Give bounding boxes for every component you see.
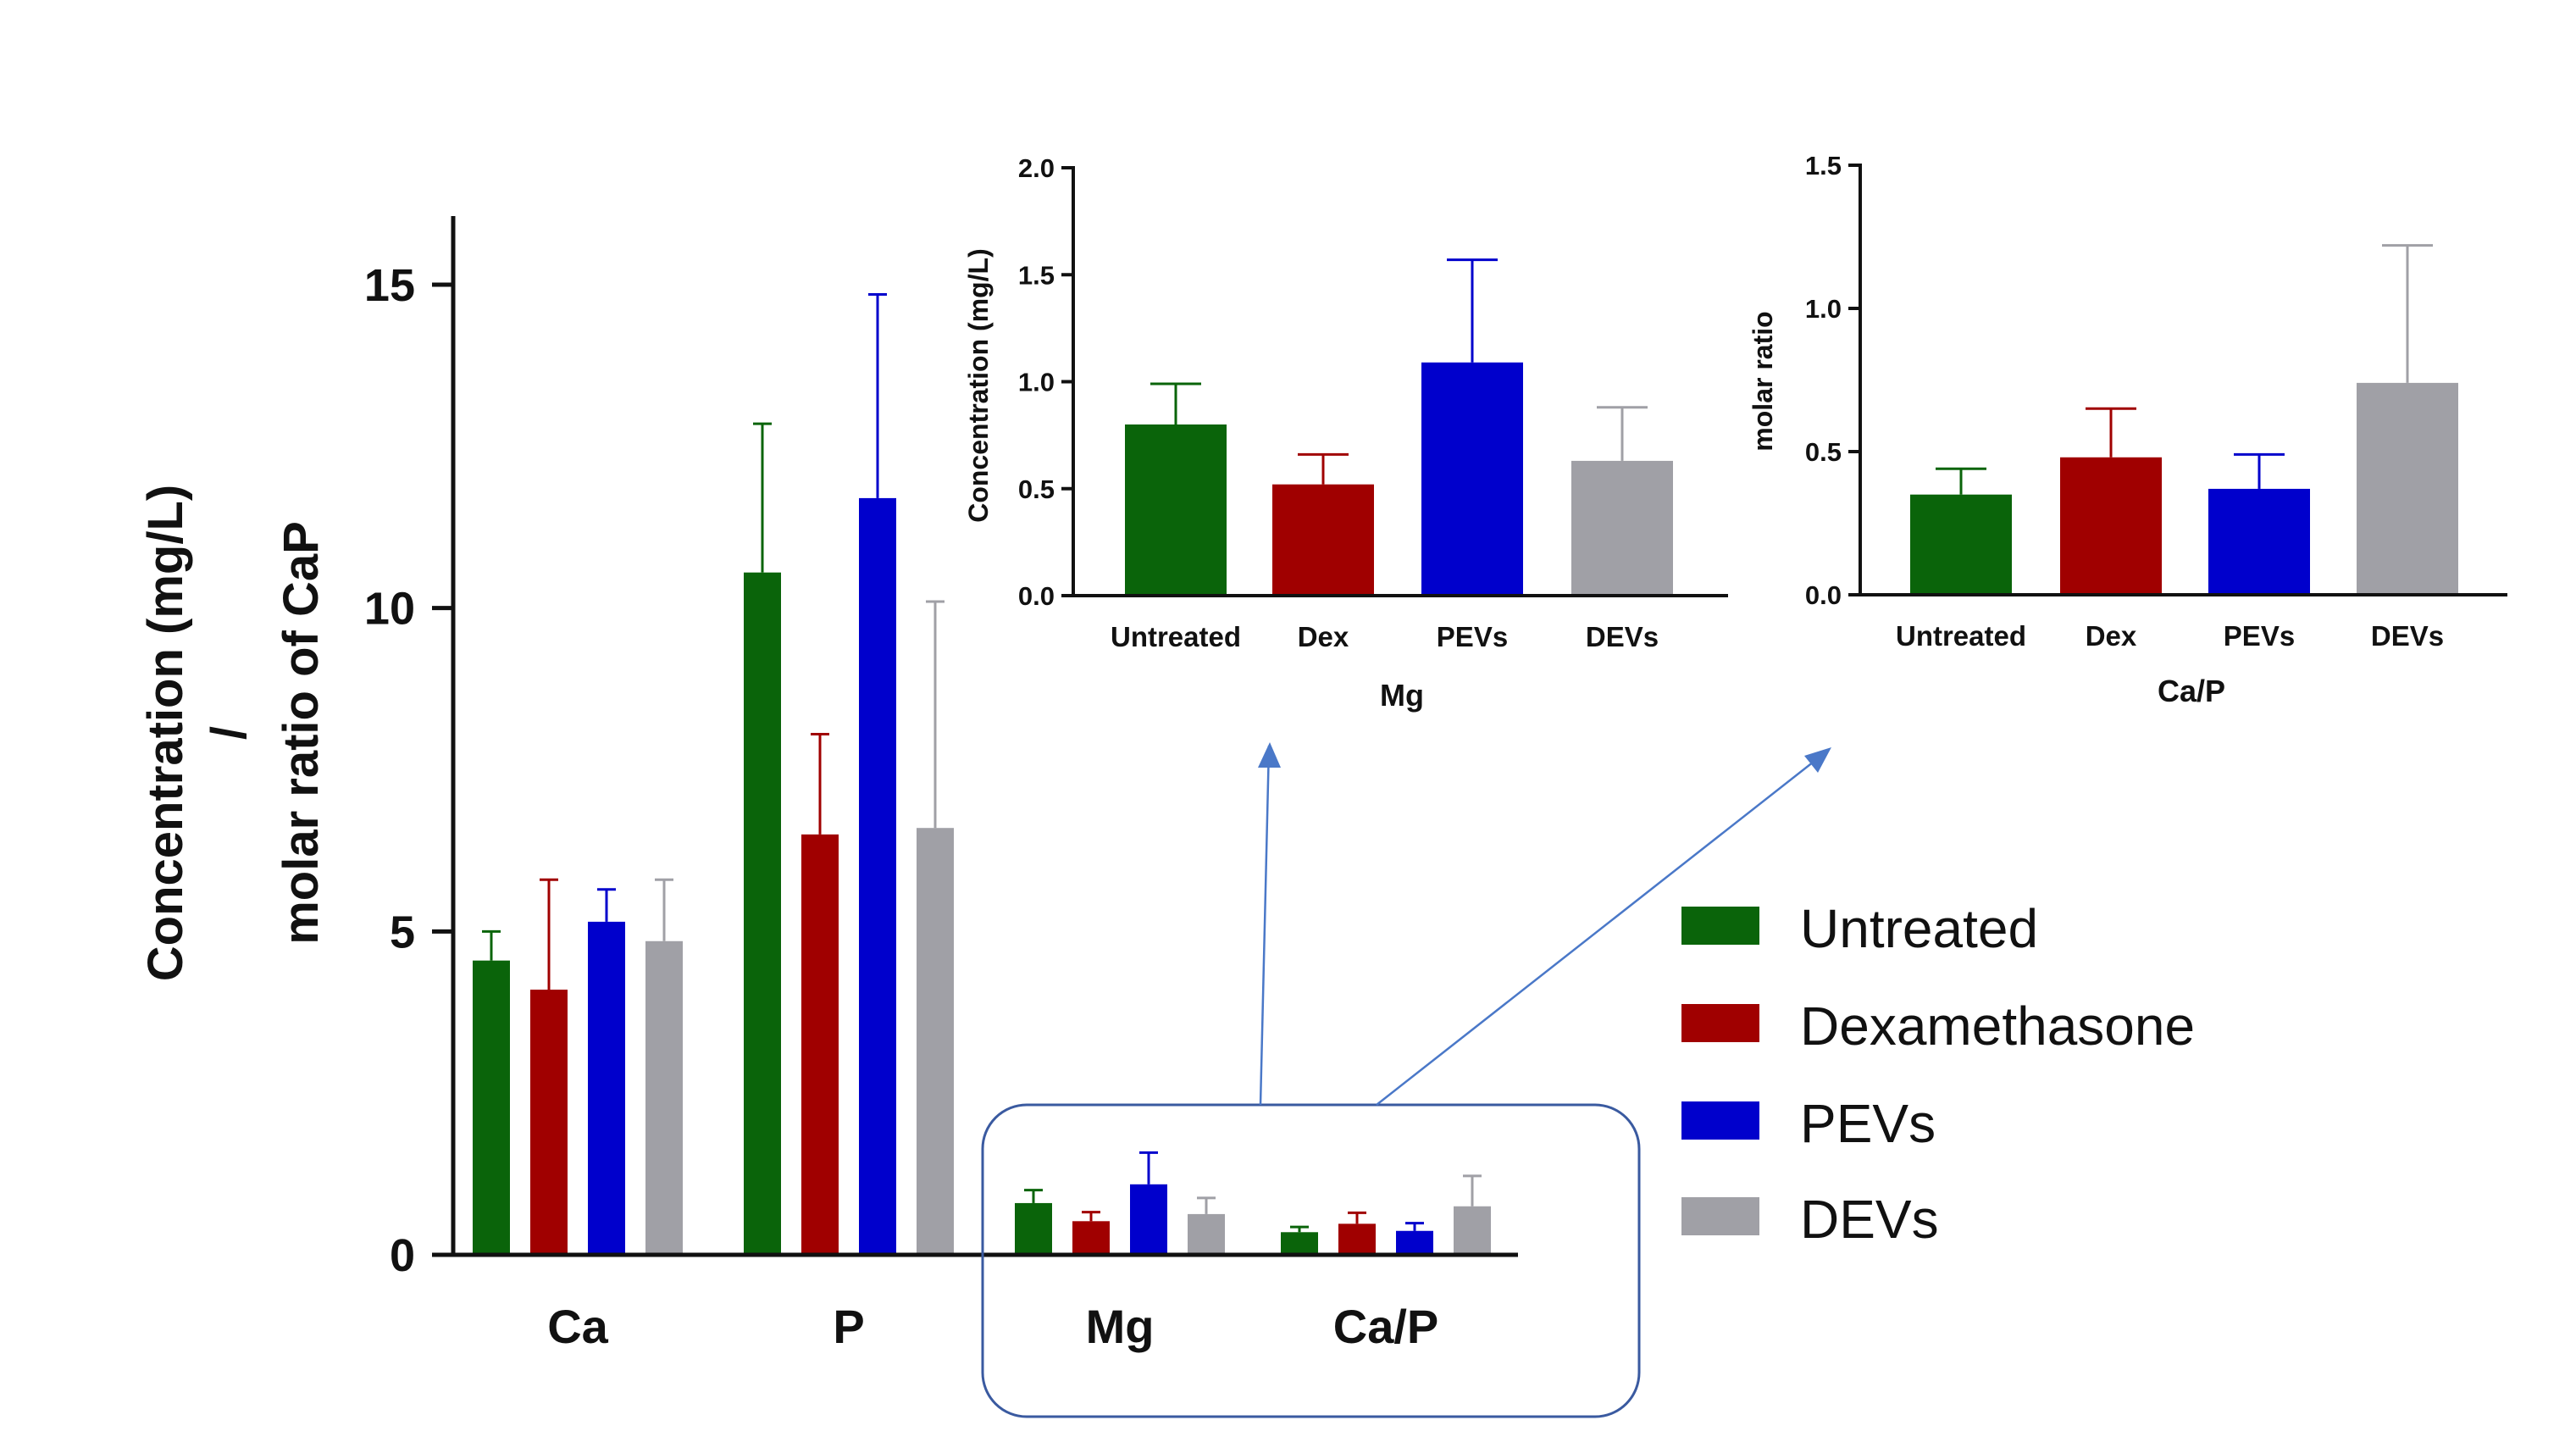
inset-cap-bar-devs: [2357, 382, 2458, 595]
inset-cap-y-tick-label-1-5: 1.5: [1805, 151, 1842, 180]
legend-swatch-untreated: [1681, 907, 1759, 945]
inset-mg-x-tick-label-pevs: PEVs: [1437, 621, 1508, 652]
inset-mg-y-tick-label-2-0: 2.0: [1018, 153, 1055, 183]
main-bar-p-pevs: [859, 497, 896, 1255]
inset-cap-chart: molar ratio Ca/P Untreated Dex PEVs DEVs 0.0…: [1748, 151, 2507, 708]
main-bar-ca-untreated: [473, 960, 510, 1255]
main-chart: Concentration (mg/L) / molar ratio of Ca…: [138, 216, 1518, 1353]
main-y-axis-label-line-2: /: [202, 726, 257, 740]
legend-swatch-pevs: [1681, 1101, 1759, 1140]
inset-mg-y-tick-label-1-0: 1.0: [1018, 368, 1055, 397]
main-bar-ca-p-pevs: [1396, 1230, 1433, 1255]
inset-mg-y-tick-label-0-5: 0.5: [1018, 474, 1055, 504]
main-bar-ca-devs: [645, 940, 683, 1255]
main-bar-ca-p-devs: [1454, 1206, 1491, 1255]
main-y-axis-label-line-1: Concentration (mg/L): [138, 485, 193, 981]
main-bar-p-untreated: [744, 572, 781, 1255]
inset-mg-x-axis-label: Mg: [1380, 678, 1424, 713]
inset-mg-y-axis-label: Concentration (mg/L): [963, 248, 994, 523]
legend-swatch-dexamethasone: [1681, 1004, 1759, 1042]
inset-mg-y-tick-label-1-5: 1.5: [1018, 260, 1055, 290]
inset-cap-x-tick-label-untreated: Untreated: [1896, 620, 2026, 652]
legend-label-devs: DEVs: [1800, 1189, 1939, 1250]
inset-mg-x-tick-label-dex: Dex: [1298, 621, 1349, 652]
main-bar-mg-devs: [1188, 1213, 1225, 1255]
legend-label-untreated: Untreated: [1800, 898, 2038, 959]
inset-mg-x-tick-label-devs: DEVs: [1586, 621, 1659, 652]
callout-arrowhead-cap: [1804, 747, 1831, 773]
main-bar-p-dexamethasone: [801, 834, 839, 1255]
main-bar-p-devs: [917, 828, 954, 1255]
main-bar-ca-dexamethasone: [530, 990, 568, 1255]
inset-mg-bar-devs: [1571, 460, 1673, 596]
main-y-axis-label-line-3: molar ratio of CaP: [274, 521, 329, 945]
main-x-tick-label-ca: Ca: [547, 1300, 608, 1353]
inset-cap-bar-dex: [2060, 457, 2162, 595]
inset-mg-chart: Concentration (mg/L) Mg Untreated Dex PEVs…: [963, 153, 1728, 713]
highlight-box: [981, 1103, 1641, 1418]
main-bar-mg-untreated: [1015, 1202, 1052, 1255]
main-bar-mg-pevs: [1130, 1184, 1167, 1255]
inset-mg-y-tick-label-0-0: 0.0: [1018, 581, 1055, 611]
inset-cap-bar-pevs: [2208, 488, 2310, 595]
main-bar-ca-p-dexamethasone: [1338, 1223, 1376, 1255]
main-y-tick-label-0: 0: [390, 1230, 415, 1281]
inset-cap-x-tick-label-dex: Dex: [2086, 620, 2137, 652]
inset-cap-x-axis-label: Ca/P: [2158, 674, 2225, 708]
inset-cap-x-tick-label-devs: DEVs: [2371, 620, 2444, 652]
main-bar-ca-pevs: [588, 921, 625, 1255]
main-x-tick-label-mg: Mg: [1086, 1300, 1155, 1353]
inset-cap-y-tick-label-0-5: 0.5: [1805, 437, 1842, 467]
main-y-tick-label-10: 10: [364, 584, 415, 635]
inset-mg-bar-pevs: [1421, 362, 1523, 596]
main-y-tick-label-15: 15: [364, 260, 415, 311]
callout-arrow-cap: [1376, 752, 1826, 1106]
main-x-tick-label-p: P: [833, 1300, 864, 1353]
legend-label-dexamethasone: Dexamethasone: [1800, 996, 2195, 1057]
callout-arrow-mg: [1259, 745, 1271, 1106]
inset-cap-y-tick-label-1-0: 1.0: [1805, 294, 1842, 324]
inset-mg-x-tick-label-untreated: Untreated: [1111, 621, 1241, 652]
inset-cap-y-axis-label: molar ratio: [1748, 311, 1778, 451]
main-x-tick-label-ca-p: Ca/P: [1333, 1300, 1439, 1353]
inset-mg-bar-dex: [1272, 484, 1374, 596]
main-bar-ca-p-untreated: [1281, 1232, 1318, 1255]
inset-cap-y-tick-label-0-0: 0.0: [1805, 580, 1842, 610]
callout-arrowhead-mg: [1258, 742, 1281, 768]
callout-arrows: [1258, 742, 1831, 1106]
inset-mg-bar-untreated: [1125, 424, 1227, 596]
main-bar-mg-dexamethasone: [1072, 1221, 1110, 1255]
legend: Untreated Dexamethasone PEVs DEVs: [1681, 898, 2195, 1250]
legend-label-pevs: PEVs: [1800, 1093, 1936, 1154]
legend-swatch-devs: [1681, 1197, 1759, 1235]
inset-cap-bar-untreated: [1910, 494, 2012, 595]
inset-cap-x-tick-label-pevs: PEVs: [2224, 620, 2295, 652]
main-y-tick-label-5: 5: [390, 907, 415, 957]
main-y-axis-label: Concentration (mg/L) / molar ratio of Ca…: [138, 485, 329, 981]
